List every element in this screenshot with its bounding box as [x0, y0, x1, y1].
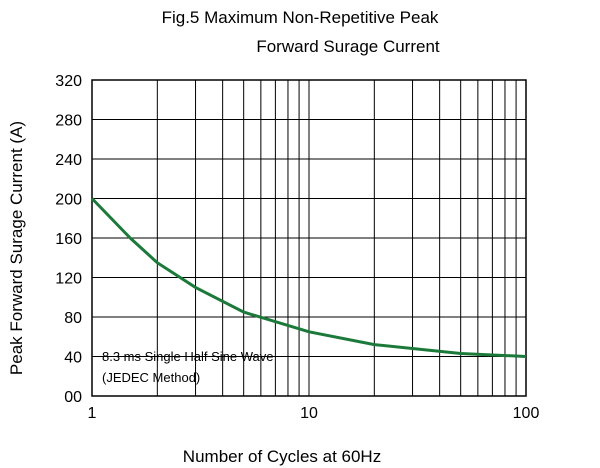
plot-border — [91, 79, 527, 397]
y-tick-label: 160 — [55, 231, 82, 248]
plot-frame — [91, 79, 527, 397]
y-tick-label: 280 — [55, 113, 82, 130]
y-tick-label: 00 — [64, 389, 82, 406]
y-tick-label: 240 — [55, 152, 82, 169]
y-tick-label: 80 — [64, 310, 82, 327]
y-tick-label: 320 — [55, 73, 82, 90]
series-line-0 — [90, 197, 527, 358]
series-layer — [90, 197, 527, 358]
x-axis-label: Number of Cycles at 60Hz — [183, 447, 381, 466]
y-tick-labels: 00 40 80 120 160 200 240 280 320 — [55, 73, 82, 406]
y-tick-label: 40 — [64, 350, 82, 367]
y-axis-label: Peak Forward Surage Current (A) — [7, 121, 26, 375]
y-tick-label: 120 — [55, 271, 82, 288]
annotation-waveform: 8.3 ms Single Half Sine Wave — [102, 349, 273, 364]
annotation-method: (JEDEC Method) — [102, 370, 200, 385]
y-tick-label: 200 — [55, 192, 82, 209]
chart-title: Fig.5 Maximum Non-Repetitive Peak — [162, 8, 439, 27]
chart-subtitle: Forward Surage Current — [256, 37, 440, 56]
x-tick-label: 100 — [513, 405, 540, 422]
x-tick-label: 10 — [300, 405, 318, 422]
x-tick-label: 1 — [88, 405, 97, 422]
x-tick-labels: 1 10 100 — [88, 405, 540, 422]
